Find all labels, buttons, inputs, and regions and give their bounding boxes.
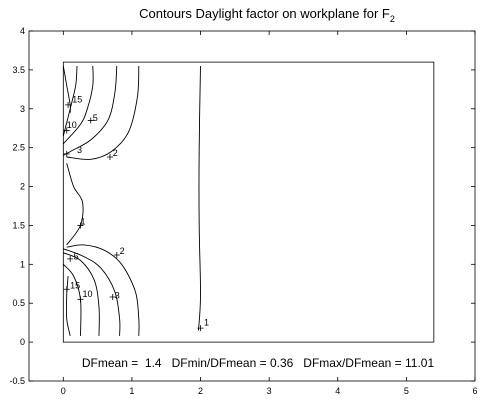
axis-ticks: 0 1 2 3 4 5 6 -0.5 0 0.5 1 1.5 2 2.5 3 3.5 4 — [9, 26, 477, 396]
x-tick-label: 3 — [267, 386, 272, 396]
x-tick-label: 6 — [472, 386, 477, 396]
y-tick-label: 1.5 — [12, 220, 25, 230]
contour-level-label: 15 — [72, 94, 82, 104]
contour-line-3 — [63, 65, 118, 156]
contour-label-marker — [109, 294, 116, 300]
y-tick-label: 4 — [20, 26, 25, 36]
chart-title-text: Contours Daylight factor on workplane fo… — [139, 6, 390, 21]
chart-title: Contours Daylight factor on workplane fo… — [139, 6, 395, 24]
contour-level-label: 3 — [115, 290, 120, 300]
contour-level-label: 2 — [120, 246, 125, 256]
contour-line-2 — [66, 65, 140, 160]
contour-label-marker — [106, 154, 113, 160]
contour-level-label: 5 — [93, 113, 98, 123]
contour-label-marker — [63, 150, 70, 157]
contour-level-label: 10 — [83, 289, 93, 299]
contour-line-10 — [62, 263, 82, 336]
contour-level-label: 2 — [113, 148, 118, 158]
chart-title-subscript: 2 — [390, 14, 395, 24]
contour-level-label: 15 — [70, 280, 80, 290]
contour-line-1 — [66, 163, 84, 246]
contour-label-marker — [67, 255, 74, 262]
x-tick-label: 2 — [198, 386, 203, 396]
contour-line-2 — [66, 244, 140, 336]
contour-line-10 — [62, 65, 78, 137]
contour-label-marker — [87, 117, 94, 124]
x-tick-label: 0 — [61, 386, 66, 396]
y-tick-label: 0 — [20, 337, 25, 347]
contour-line-15 — [62, 65, 71, 113]
contour-line-15 — [65, 275, 71, 336]
contour-level-label: 10 — [67, 120, 77, 130]
contour-line-5 — [62, 65, 94, 145]
contour-label-marker — [77, 222, 84, 229]
x-tick-label: 5 — [404, 386, 409, 396]
room-outline — [62, 61, 435, 343]
contour-level-label: 3 — [77, 145, 82, 155]
contour-level-label: 1 — [204, 318, 209, 328]
contour-level-label: 1 — [80, 217, 85, 227]
y-tick-label: 0.5 — [12, 298, 25, 308]
contour-level-label: 5 — [74, 252, 79, 262]
contour-line-5 — [63, 252, 100, 336]
contour-label-marker — [65, 101, 72, 108]
contour-label-marker — [63, 127, 70, 134]
y-tick-label: 1 — [20, 259, 25, 269]
contour-line-3 — [63, 248, 121, 336]
plot-frame — [28, 30, 476, 382]
y-tick-label: 2 — [20, 182, 25, 192]
contour-label-marker — [113, 252, 120, 258]
contour-line-1 — [198, 65, 201, 331]
x-tick-label: 4 — [335, 386, 340, 396]
y-tick-label: 2.5 — [12, 143, 25, 153]
y-tick-label: 3.5 — [12, 65, 25, 75]
y-tick-label: 3 — [20, 104, 25, 114]
contour-label-marker — [77, 296, 84, 303]
y-tick-label: -0.5 — [9, 376, 25, 386]
stats-annotation: DFmean = 1.4 DFmin/DFmean = 0.36 DFmax/D… — [82, 356, 435, 370]
contour-label-marker — [63, 286, 70, 293]
x-tick-label: 1 — [129, 386, 134, 396]
contour-label-marker — [197, 325, 204, 332]
